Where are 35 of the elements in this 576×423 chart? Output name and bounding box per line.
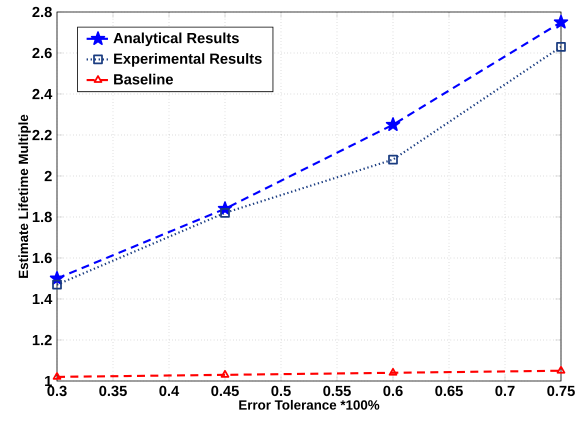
x-tick-label: 0.75: [547, 386, 575, 396]
legend-label: Baseline: [114, 74, 173, 85]
point: [556, 42, 566, 52]
y-tick-label: 2: [44, 170, 52, 182]
x-tick-label: 0.55: [323, 386, 351, 396]
legend-label: Analytical Results: [113, 32, 239, 46]
point: [52, 280, 62, 290]
x-tick-label: 0.6: [383, 386, 403, 396]
y-tick-label: 1.8: [32, 212, 52, 222]
point: [52, 372, 62, 380]
x-tick-label: 0.3: [47, 386, 67, 396]
y-tick-label: 2.6: [32, 48, 52, 58]
point: [220, 370, 230, 378]
x-tick-label: 0.5: [271, 386, 291, 396]
legend-label: Experimental Results: [114, 53, 262, 67]
y-tick-label: 1.2: [32, 334, 52, 346]
x-tick-label: 0.7: [495, 386, 515, 396]
x-tick-label: 0.65: [435, 386, 463, 396]
x-axis-title: Error Tolerance *100%: [239, 400, 380, 410]
y-tick-label: 2.2: [32, 130, 52, 140]
y-tick-label: 2.4: [32, 88, 52, 100]
y-tick-label: 1.4: [32, 294, 52, 304]
x-tick-label: 0.4: [159, 386, 180, 396]
point: [386, 117, 400, 131]
point: [388, 154, 398, 164]
point: [220, 208, 230, 218]
y-tick-label: 1: [45, 376, 52, 386]
y-tick-label: 2.8: [32, 6, 52, 18]
x-tick-label: 0.45: [211, 386, 239, 396]
point: [556, 366, 566, 374]
x-tick-label: 0.35: [99, 386, 127, 396]
point: [554, 14, 568, 29]
y-tick-label: 1.6: [32, 252, 52, 264]
point: [388, 368, 398, 376]
y-axis-title: Estimate Lifetime Multiple: [18, 114, 31, 278]
